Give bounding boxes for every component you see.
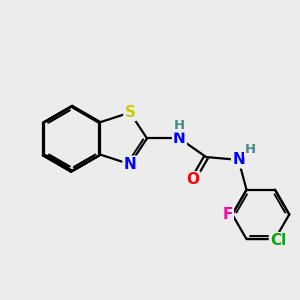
Text: H: H	[174, 119, 185, 132]
Text: H: H	[245, 143, 256, 157]
Text: F: F	[223, 207, 233, 222]
Text: N: N	[124, 157, 136, 172]
Text: N: N	[173, 131, 186, 146]
Text: Cl: Cl	[270, 233, 286, 248]
Text: S: S	[124, 105, 135, 120]
Text: O: O	[187, 172, 200, 187]
Text: N: N	[232, 152, 245, 167]
